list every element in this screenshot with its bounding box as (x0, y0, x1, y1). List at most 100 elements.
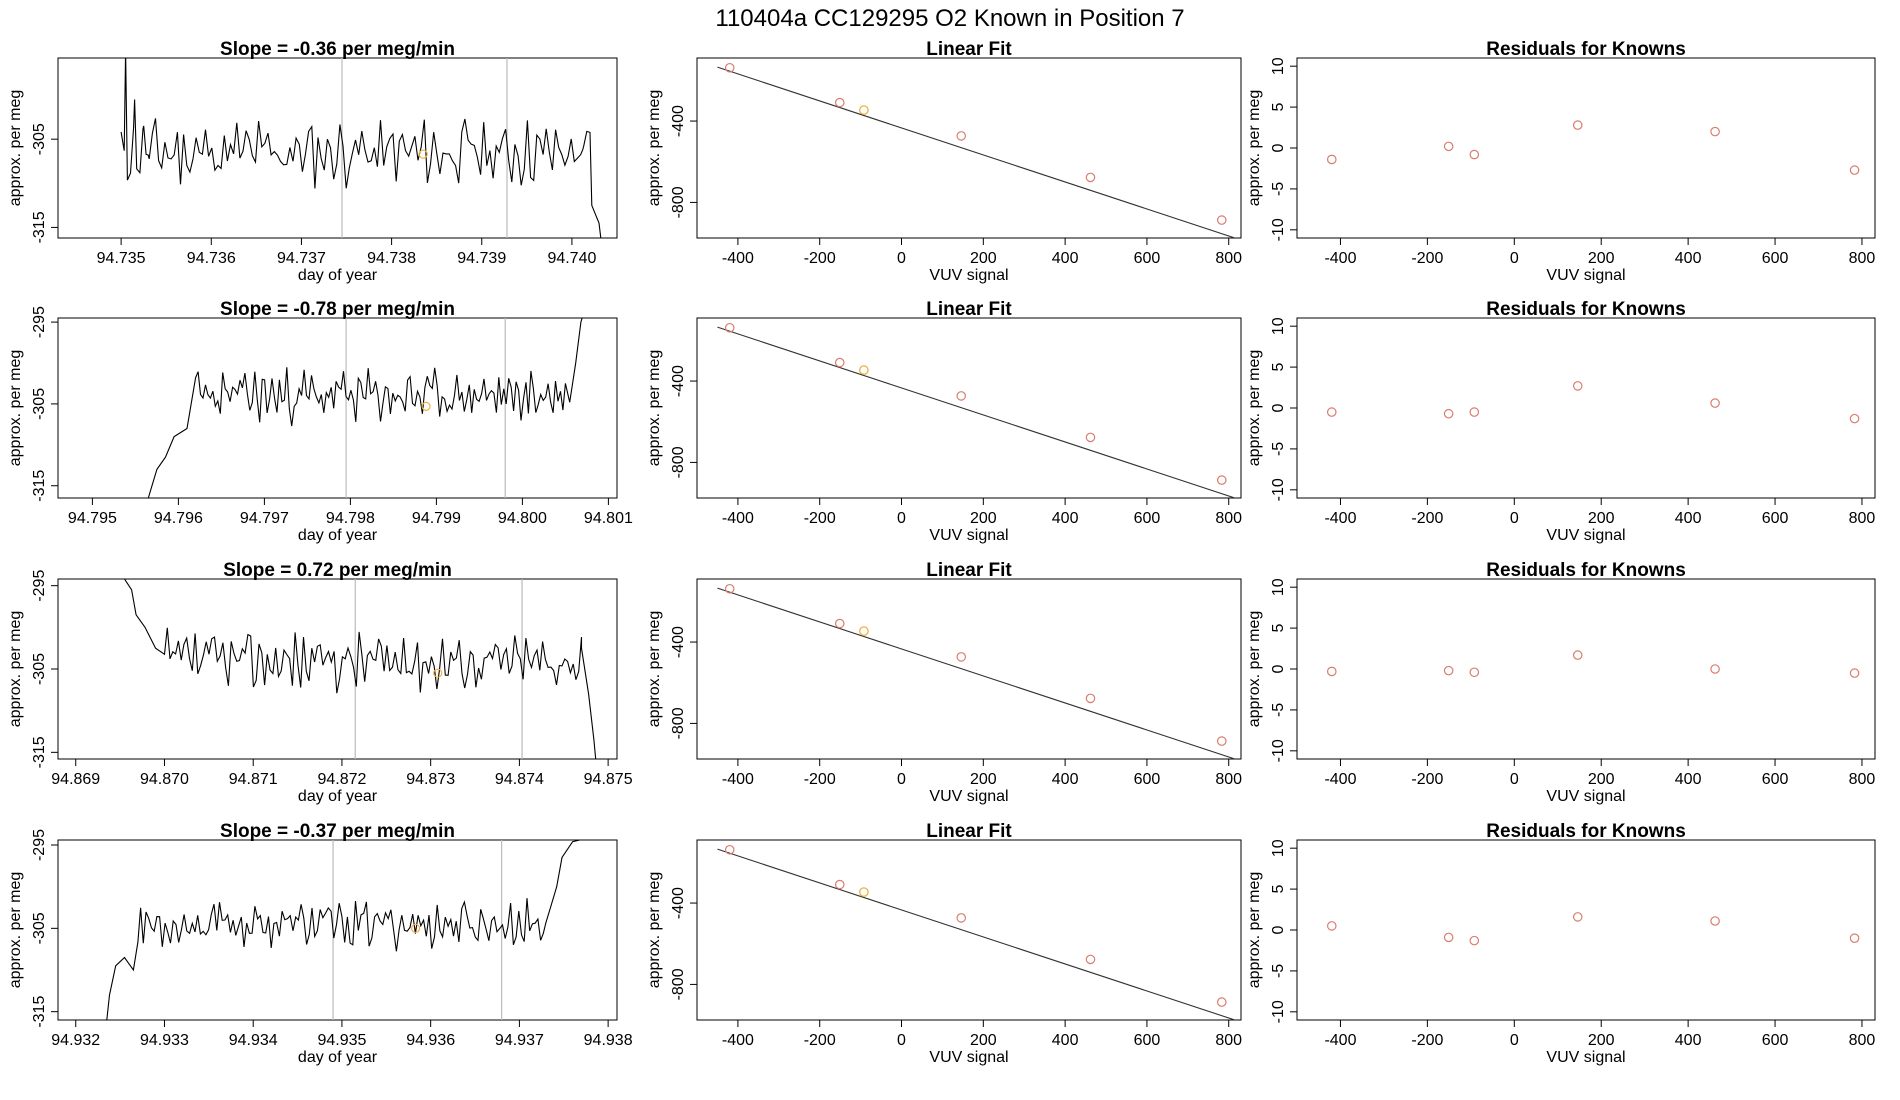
x-tick-label: 400 (1675, 771, 1702, 788)
residual-point (1849, 413, 1860, 424)
x-tick-label: 94.936 (406, 1032, 455, 1049)
residual-point (1572, 912, 1583, 922)
known-point (724, 583, 735, 594)
x-tick-label: 400 (1675, 250, 1702, 267)
residual-point (1443, 665, 1454, 676)
residuals-panel: Residuals for Knowns -400 -200 0 200 400 600 80… (1246, 821, 1876, 1066)
x-axis-label: VUV signal (929, 527, 1008, 544)
y-tick-label: -315 (31, 996, 48, 1028)
residual-point (1710, 398, 1720, 408)
x-tick-label: 200 (1588, 510, 1615, 527)
known-point (1085, 432, 1096, 443)
figure-title: 110404a CC129295 O2 Known in Position 7 (715, 5, 1184, 32)
residual-point (1443, 408, 1454, 419)
sample-point (859, 626, 869, 636)
residual-point (1443, 932, 1454, 943)
y-axis-label: approx. per meg (646, 350, 663, 467)
y-tick-label: -5 (1270, 703, 1287, 717)
fit-line (717, 66, 1237, 238)
x-tick-label: 200 (970, 1032, 997, 1049)
x-tick-label: 400 (1052, 1032, 1079, 1049)
x-axis-label: VUV signal (1546, 267, 1625, 284)
x-tick-label: 94.872 (317, 771, 366, 788)
x-tick-label: 200 (970, 771, 997, 788)
x-tick-label: 400 (1052, 510, 1079, 527)
y-tick-label: -295 (31, 829, 48, 861)
x-tick-label: 94.740 (547, 250, 596, 267)
sample-point (859, 105, 869, 115)
x-tick-label: -200 (804, 1032, 836, 1049)
x-tick-label: 94.739 (457, 250, 506, 267)
x-axis: 94.869 94.870 94.871 94.872 94.873 94.874 94.8… (51, 759, 633, 788)
y-axis: -400 -800 (670, 887, 697, 1000)
x-axis: -400 -200 0 200 400 600 800 (722, 759, 1242, 788)
x-tick-label: -400 (722, 771, 754, 788)
linear-fit-panel: Linear Fit -400 -200 0 200 400 600 800 VUV signa… (646, 560, 1242, 805)
y-axis: 10 5 0 -5 -10 (1270, 839, 1297, 1023)
plot-area (120, 58, 602, 238)
x-tick-label: 94.800 (498, 510, 547, 527)
y-tick-label: -305 (31, 912, 48, 944)
known-point (956, 131, 967, 141)
known-point (956, 391, 967, 401)
y-tick-label: -315 (31, 736, 48, 768)
x-tick-label: 94.874 (495, 771, 544, 788)
y-axis: -400 -800 (670, 105, 697, 218)
x-tick-label: 94.937 (495, 1032, 544, 1049)
y-tick-label: 5 (1270, 363, 1287, 372)
x-tick-label: 94.933 (140, 1032, 189, 1049)
y-tick-label: 0 (1270, 664, 1287, 673)
residual-point (1326, 407, 1337, 417)
y-tick-label: -800 (670, 186, 687, 218)
plot-area (106, 840, 580, 1020)
x-tick-label: -400 (1324, 250, 1356, 267)
x-tick-label: 800 (1215, 510, 1242, 527)
y-tick-label: 10 (1270, 578, 1287, 596)
x-tick-label: -200 (1411, 250, 1443, 267)
x-tick-label: -200 (1411, 1032, 1443, 1049)
y-tick-label: -400 (670, 365, 687, 397)
residual-point (1469, 149, 1480, 160)
x-tick-label: 200 (1588, 250, 1615, 267)
x-tick-label: 0 (1510, 1032, 1519, 1049)
y-axis-label: approx. per meg (646, 90, 663, 207)
x-tick-label: 600 (1134, 250, 1161, 267)
x-axis-label: VUV signal (1546, 527, 1625, 544)
plot-frame (696, 57, 1242, 239)
y-tick-label: -800 (670, 968, 687, 1000)
x-axis-label: day of year (298, 267, 378, 284)
y-axis-label: approx. per meg (7, 90, 24, 207)
y-tick-label: -315 (31, 211, 48, 243)
x-tick-label: 94.796 (154, 510, 203, 527)
x-tick-label: 800 (1215, 250, 1242, 267)
plot-area (124, 579, 597, 759)
known-point (1216, 215, 1227, 225)
x-axis: 94.932 94.933 94.934 94.935 94.936 94.937 94.9… (51, 1020, 633, 1049)
y-tick-label: -5 (1270, 182, 1287, 196)
y-axis: -400 -800 (670, 365, 697, 478)
x-tick-label: 94.934 (229, 1032, 278, 1049)
x-tick-label: 94.932 (51, 1032, 100, 1049)
x-tick-label: 0 (1510, 250, 1519, 267)
fit-line (717, 326, 1237, 498)
signal-trace (147, 318, 583, 498)
known-point (1216, 997, 1227, 1007)
plot-area (717, 844, 1237, 1020)
known-point (956, 913, 967, 923)
residual-point (1849, 933, 1860, 943)
y-tick-label: 5 (1270, 624, 1287, 633)
panel-title: Residuals for Knowns (1486, 39, 1686, 60)
plot-frame (1296, 317, 1876, 499)
x-tick-label: 600 (1134, 771, 1161, 788)
residual-point (1710, 126, 1720, 137)
x-tick-label: 94.875 (584, 771, 633, 788)
panel-title: Linear Fit (926, 299, 1012, 320)
x-tick-label: 800 (1215, 1032, 1242, 1049)
linear-fit-panel: Linear Fit -400 -200 0 200 400 600 800 VUV signa… (646, 821, 1242, 1066)
panel-title: Slope = -0.36 per meg/min (220, 39, 455, 60)
x-tick-label: 94.795 (68, 510, 117, 527)
x-axis-label: VUV signal (929, 1049, 1008, 1066)
